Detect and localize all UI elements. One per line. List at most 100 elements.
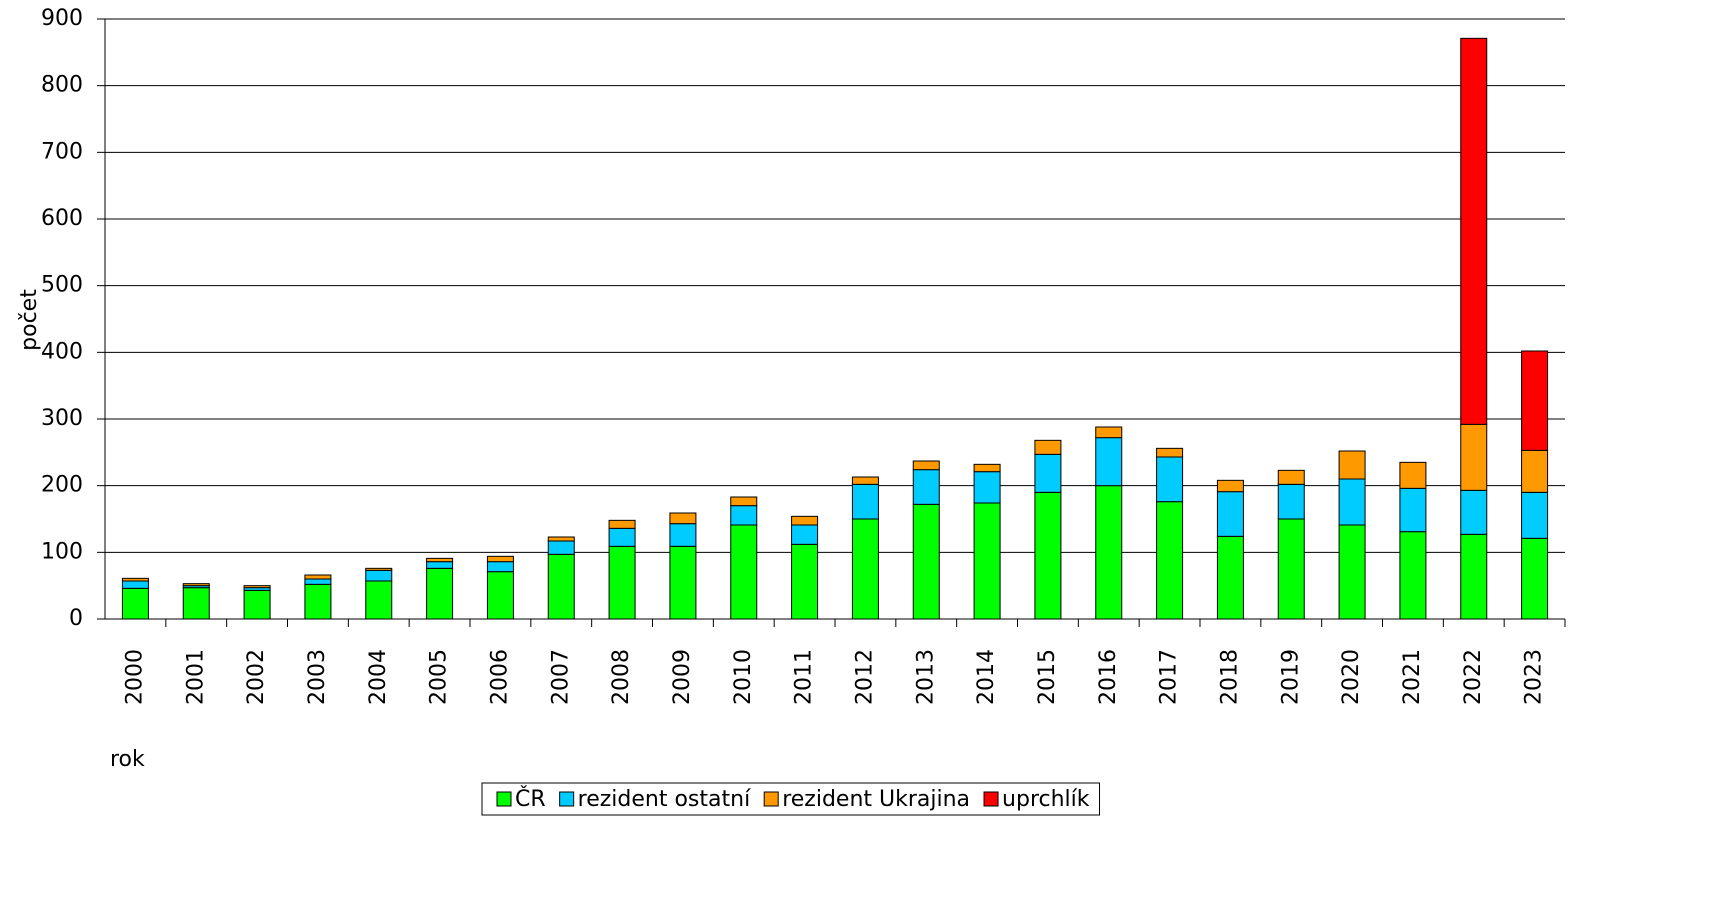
x-tick-label: 2000	[122, 649, 147, 705]
bar-segment	[243, 589, 271, 620]
bar-segment	[730, 505, 758, 526]
bar-segment	[1460, 489, 1488, 535]
y-tick-label: 300	[41, 406, 83, 431]
bar-segment	[912, 503, 940, 620]
bar-segment	[973, 471, 1001, 504]
bar-segment	[973, 463, 1001, 473]
bar-segment	[912, 460, 940, 471]
bar-segment	[365, 580, 393, 620]
x-tick-label: 2012	[852, 649, 877, 705]
x-tick-label: 2019	[1278, 649, 1303, 705]
bar-segment	[851, 483, 879, 520]
bar-segment	[851, 476, 879, 485]
bar-segment	[486, 555, 514, 563]
x-tick-label: 2018	[1217, 649, 1242, 705]
bar-segment	[365, 567, 393, 571]
bar-segment	[1399, 487, 1427, 533]
bar-segment	[1216, 479, 1244, 493]
x-axis-label: rok	[110, 747, 145, 772]
x-tick-label: 2016	[1096, 649, 1121, 705]
bar-segment	[1034, 453, 1062, 493]
bar-segment	[426, 567, 454, 620]
bar-segment	[547, 540, 575, 555]
bar-segment	[121, 580, 149, 589]
bar-segment	[1521, 537, 1549, 620]
y-tick-label: 400	[41, 339, 83, 364]
bar-segment	[486, 561, 514, 573]
bar-segment	[121, 587, 149, 620]
legend-label: ČR	[515, 786, 546, 812]
bar-segment	[1338, 524, 1366, 620]
bar-segment	[426, 557, 454, 563]
legend-swatch	[559, 791, 575, 807]
legend-label: rezident ostatní	[578, 787, 751, 812]
bar-segment	[791, 515, 819, 526]
y-tick-label: 600	[41, 206, 83, 231]
bar-segment	[121, 577, 149, 582]
bar-segment	[1338, 478, 1366, 526]
bar-segment	[1156, 447, 1184, 458]
bar-segment	[547, 553, 575, 620]
bar-segment	[486, 571, 514, 620]
bar-segment	[182, 583, 210, 587]
y-axis-label: počet	[17, 289, 42, 351]
legend-label: uprchlík	[1002, 787, 1090, 812]
x-tick-label: 2021	[1400, 649, 1425, 705]
bar-segment	[1095, 485, 1123, 620]
legend-swatch	[983, 791, 999, 807]
y-tick-label: 0	[69, 606, 83, 631]
legend-swatch	[763, 791, 779, 807]
x-tick-label: 2001	[183, 649, 208, 705]
x-tick-label: 2003	[305, 649, 330, 705]
bar-segment	[1521, 350, 1549, 451]
x-tick-label: 2009	[670, 649, 695, 705]
bar-segment	[791, 524, 819, 545]
bar-segment	[426, 561, 454, 569]
bar-segment	[730, 524, 758, 620]
x-tick-label: 2004	[366, 649, 391, 705]
bar-segment	[1034, 439, 1062, 455]
bar-segment	[304, 583, 332, 620]
bar-segment	[608, 545, 636, 620]
x-tick-label: 2023	[1522, 649, 1547, 705]
y-tick-label: 800	[41, 73, 83, 98]
x-tick-label: 2011	[792, 649, 817, 705]
y-tick-label: 500	[41, 273, 83, 298]
x-tick-label: 2010	[731, 649, 756, 705]
bar-segment	[1095, 426, 1123, 439]
bar-segment	[1338, 450, 1366, 480]
bar-segment	[1521, 491, 1549, 539]
bar-segment	[1399, 531, 1427, 620]
y-tick-label: 100	[41, 539, 83, 564]
bar-segment	[1156, 501, 1184, 620]
bar-segment	[1460, 533, 1488, 620]
y-tick-label: 700	[41, 139, 83, 164]
bar-segment	[608, 527, 636, 547]
bar-segment	[1156, 456, 1184, 503]
legend-swatch	[496, 791, 512, 807]
x-tick-label: 2005	[427, 649, 452, 705]
x-tick-label: 2014	[974, 649, 999, 705]
x-tick-label: 2022	[1461, 649, 1486, 705]
x-tick-label: 2007	[548, 649, 573, 705]
bar-segment	[791, 543, 819, 620]
bar-segment	[304, 578, 332, 585]
bar-segment	[851, 518, 879, 620]
bar-segment	[1216, 535, 1244, 620]
bar-segment	[304, 574, 332, 580]
bar-segment	[1521, 449, 1549, 493]
bar-segment	[973, 502, 1001, 620]
bar-segment	[1277, 483, 1305, 520]
bar-segment	[1277, 469, 1305, 485]
y-tick-label: 200	[41, 473, 83, 498]
x-tick-label: 2015	[1035, 649, 1060, 705]
x-tick-label: 2006	[487, 649, 512, 705]
bar-segment	[1277, 518, 1305, 620]
bar-segment	[1399, 461, 1427, 489]
bar-segment	[608, 519, 636, 529]
bar-segment	[243, 585, 271, 589]
x-tick-label: 2020	[1339, 649, 1364, 705]
bar-segment	[669, 523, 697, 547]
bar-segment	[912, 469, 940, 505]
